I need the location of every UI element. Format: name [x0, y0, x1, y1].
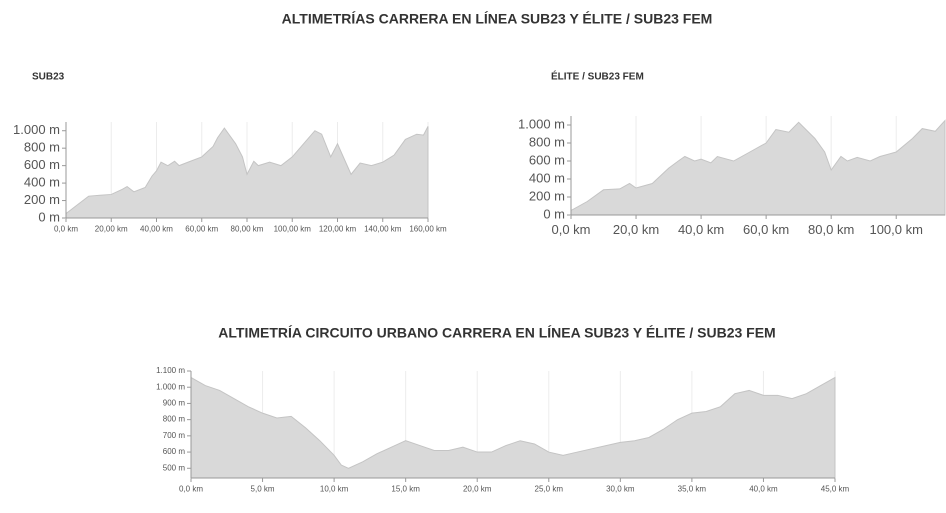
y-tick-label: 800 m: [163, 415, 186, 424]
x-tick-label: 140,00 km: [364, 224, 402, 233]
x-tick-label: 100,0 km: [869, 222, 922, 237]
y-tick-label: 1.000 m: [156, 382, 185, 391]
x-tick-label: 35,0 km: [678, 484, 707, 493]
y-tick-label: 900 m: [163, 399, 186, 408]
x-tick-label: 80,0 km: [808, 222, 854, 237]
y-tick-label: 800 m: [529, 134, 565, 149]
x-tick-label: 0,0 km: [54, 224, 78, 233]
y-tick-label: 0 m: [38, 209, 60, 224]
x-tick-label: 0,0 km: [551, 222, 590, 237]
x-tick-label: 25,0 km: [535, 484, 564, 493]
x-tick-label: 20,0 km: [613, 222, 659, 237]
x-tick-label: 20,0 km: [463, 484, 492, 493]
y-tick-label: 600 m: [163, 447, 186, 456]
y-tick-label: 1.000 m: [13, 122, 60, 137]
y-tick-label: 400 m: [529, 170, 565, 185]
x-tick-label: 20,00 km: [95, 224, 128, 233]
x-tick-label: 120,00 km: [319, 224, 357, 233]
x-tick-label: 30,0 km: [606, 484, 635, 493]
y-tick-label: 400 m: [24, 175, 60, 190]
x-tick-label: 60,00 km: [185, 224, 218, 233]
chart-title: ÉLITE / SUB23 FEM: [551, 70, 644, 83]
y-tick-label: 600 m: [24, 157, 60, 172]
chart-title: SUB23: [32, 72, 65, 83]
x-tick-label: 100,00 km: [274, 224, 312, 233]
x-tick-label: 15,0 km: [391, 484, 420, 493]
y-tick-label: 800 m: [24, 140, 60, 155]
x-tick-label: 10,0 km: [320, 484, 349, 493]
y-tick-label: 200 m: [24, 192, 60, 207]
x-tick-label: 40,0 km: [678, 222, 724, 237]
x-tick-label: 80,00 km: [231, 224, 264, 233]
y-tick-label: 1.000 m: [518, 116, 565, 131]
x-tick-label: 60,0 km: [743, 222, 789, 237]
elevation-area: [190, 376, 836, 479]
x-tick-label: 40,00 km: [140, 224, 173, 233]
x-tick-label: 40,0 km: [749, 484, 778, 493]
y-tick-label: 500 m: [163, 463, 186, 472]
y-tick-label: 600 m: [529, 152, 565, 167]
y-tick-label: 1.100 m: [156, 366, 185, 375]
section-heading: ALTIMETRÍAS CARRERA EN LÍNEA SUB23 Y ÉLI…: [282, 11, 713, 27]
x-tick-label: 0,0 km: [179, 484, 203, 493]
section-heading: ALTIMETRÍA CIRCUITO URBANO CARRERA EN LÍ…: [218, 325, 775, 341]
elevation-area: [570, 119, 946, 216]
elevation-area: [65, 126, 429, 219]
y-tick-label: 200 m: [529, 188, 565, 203]
x-tick-label: 45,0 km: [821, 484, 850, 493]
x-tick-label: 160,00 km: [409, 224, 447, 233]
y-tick-label: 700 m: [163, 431, 186, 440]
y-tick-label: 0 m: [543, 206, 565, 221]
x-tick-label: 5,0 km: [251, 484, 275, 493]
